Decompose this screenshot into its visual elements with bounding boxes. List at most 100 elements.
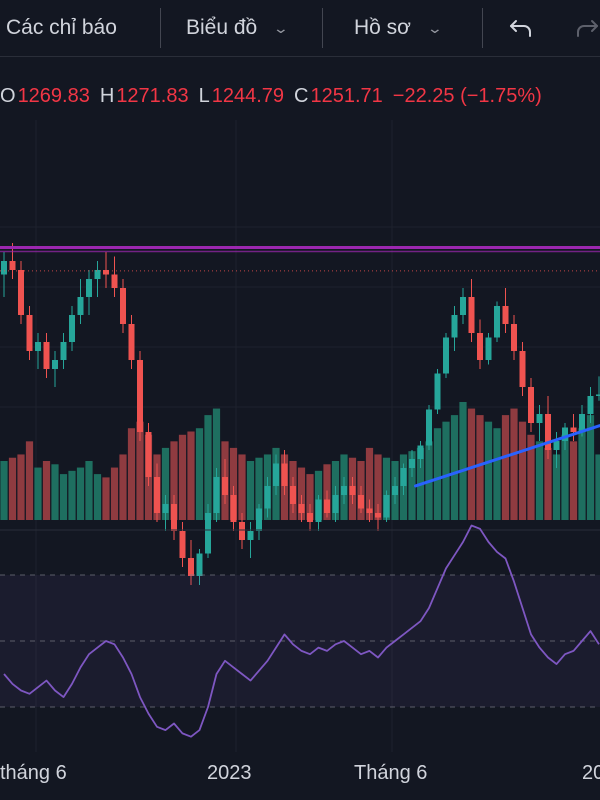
volume-bar bbox=[467, 408, 476, 520]
toolbar-divider bbox=[482, 8, 483, 48]
indicators-label: Các chỉ báo bbox=[6, 16, 117, 39]
toolbar-divider bbox=[322, 8, 323, 48]
volume-bar bbox=[170, 441, 178, 520]
chart-menu-button[interactable]: Biểu đồ ⌄ bbox=[186, 0, 290, 56]
volume-bar bbox=[127, 428, 136, 520]
chart-drawings bbox=[0, 246, 600, 488]
candle-body bbox=[273, 463, 279, 486]
candle-body bbox=[111, 274, 118, 288]
candle-body bbox=[324, 499, 330, 513]
candle-body bbox=[519, 351, 526, 387]
close-value: 1251.71 bbox=[310, 84, 383, 107]
candle-body bbox=[145, 432, 152, 477]
candle-body bbox=[222, 477, 228, 495]
volume-bar bbox=[102, 477, 110, 520]
candle-body bbox=[366, 508, 373, 513]
chart-menu-label: Biểu đồ bbox=[186, 16, 258, 39]
chevron-down-icon: ⌄ bbox=[272, 19, 290, 36]
candle-body bbox=[570, 427, 577, 432]
volume-bar bbox=[187, 431, 195, 520]
volume-bar bbox=[535, 441, 544, 520]
indicators-button[interactable]: Các chỉ báo bbox=[6, 0, 117, 56]
profile-menu-button[interactable]: Hồ sơ ⌄ bbox=[354, 0, 444, 56]
chevron-down-icon: ⌄ bbox=[426, 19, 444, 36]
candle-body bbox=[383, 495, 390, 518]
candle-body bbox=[562, 427, 568, 441]
volume-bar bbox=[110, 467, 119, 520]
candle-body bbox=[502, 306, 509, 324]
candle-body bbox=[9, 261, 16, 270]
candle-body bbox=[596, 394, 600, 396]
high-value: 1271.83 bbox=[116, 84, 189, 107]
candle-body bbox=[392, 486, 398, 495]
candle-body bbox=[120, 288, 126, 324]
candle-body bbox=[264, 486, 271, 509]
volume-bar bbox=[586, 415, 595, 520]
candle-body bbox=[171, 504, 177, 531]
candle-body bbox=[43, 342, 50, 369]
candle-body bbox=[196, 553, 203, 576]
candle-body bbox=[451, 315, 458, 338]
volume-bar bbox=[204, 415, 212, 520]
candle-body bbox=[230, 495, 237, 522]
volume-bar bbox=[374, 454, 382, 520]
candle-body bbox=[417, 445, 424, 459]
volume-bar bbox=[93, 474, 102, 520]
volume-bar bbox=[8, 457, 17, 520]
chart-grid bbox=[0, 120, 600, 752]
candle-body bbox=[511, 324, 517, 351]
candle-body bbox=[60, 342, 67, 360]
candle-body bbox=[213, 477, 220, 513]
candle-body bbox=[69, 315, 75, 342]
low-value: 1244.79 bbox=[211, 84, 285, 107]
candle-body bbox=[553, 441, 560, 450]
volume-bar bbox=[0, 461, 8, 520]
candle-body bbox=[154, 477, 160, 513]
volume-bar bbox=[493, 428, 501, 520]
undo-button[interactable] bbox=[506, 0, 536, 56]
volume-bar bbox=[510, 408, 518, 520]
candlesticks bbox=[1, 243, 600, 585]
volume-bar bbox=[195, 428, 204, 520]
candle-body bbox=[179, 531, 186, 558]
candle-body bbox=[409, 459, 415, 468]
candle-body bbox=[162, 504, 169, 513]
volume-bar bbox=[246, 461, 255, 520]
volume-bar bbox=[476, 415, 484, 520]
x-tick-label: Tháng 6 bbox=[354, 762, 428, 784]
volume-bar bbox=[17, 454, 25, 520]
candle-body bbox=[86, 279, 92, 297]
volume-bar bbox=[442, 421, 450, 520]
candle-body bbox=[103, 270, 109, 275]
candle-body bbox=[587, 396, 594, 414]
profile-menu-label: Hồ sơ bbox=[354, 16, 411, 39]
volume-bar bbox=[578, 428, 586, 520]
candle-body bbox=[239, 522, 245, 540]
candle-body bbox=[26, 315, 33, 351]
open-key: O bbox=[0, 84, 16, 107]
x-tick-label: 20 bbox=[582, 762, 600, 784]
volume-bar bbox=[552, 454, 561, 520]
candle-body bbox=[205, 513, 211, 554]
volume-bar bbox=[119, 454, 127, 520]
candle-body bbox=[188, 558, 194, 576]
redo-button[interactable] bbox=[572, 0, 600, 56]
volume-bar bbox=[136, 421, 144, 520]
rsi-pane bbox=[0, 524, 600, 738]
low-key: L bbox=[198, 84, 210, 107]
volume-bar bbox=[229, 447, 238, 520]
volume-bar bbox=[161, 447, 170, 520]
high-key: H bbox=[99, 84, 115, 107]
volume-bar bbox=[450, 415, 459, 520]
time-axis bbox=[0, 752, 600, 800]
candle-body bbox=[358, 495, 364, 509]
volume-bar bbox=[433, 428, 442, 520]
candle-body bbox=[349, 486, 356, 495]
redo-icon bbox=[577, 20, 598, 37]
candle-body bbox=[52, 360, 58, 369]
volume-bar bbox=[501, 415, 510, 520]
candle-body bbox=[1, 261, 7, 275]
candle-body bbox=[341, 486, 347, 495]
x-tick-label: tháng 6 bbox=[0, 762, 67, 784]
price-chart[interactable] bbox=[0, 120, 600, 752]
